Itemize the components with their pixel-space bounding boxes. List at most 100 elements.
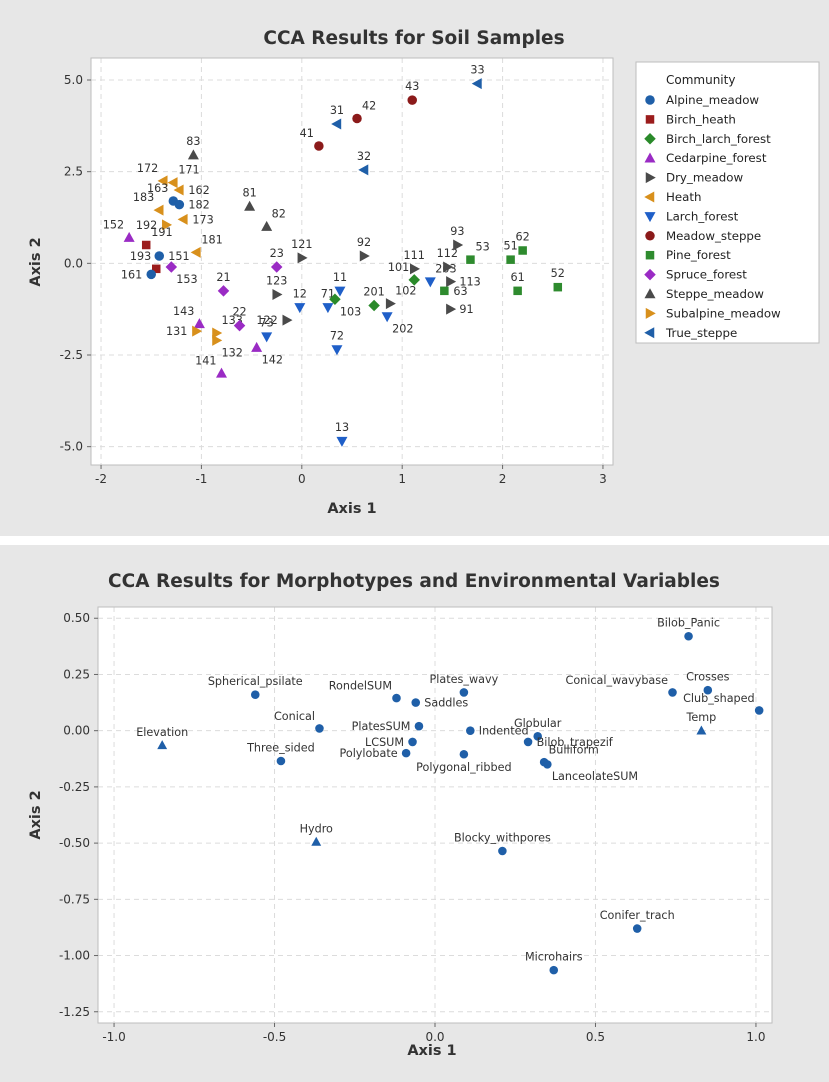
point-label: Conical_wavybase [566,674,669,687]
point-label: 163 [147,182,168,195]
data-point [212,334,223,346]
point-label: 202 [392,323,413,336]
x-tick-label: 1 [398,472,406,486]
point-label: 51 [503,240,517,253]
point-label: Bilob_Panic [657,617,720,630]
data-point [165,261,178,273]
point-label: 61 [511,271,525,284]
data-point [381,312,393,323]
point-label: 162 [188,184,209,197]
data-point [471,78,482,90]
axis-ticks: -1.0 -0.5 0.0 0.5 1.0 -1.25 -1.00 -0.75 -0.50 -0.… [59,611,766,1044]
point-label: LanceolateSUM [552,770,638,783]
legend-label: Birch_larch_forest [666,132,771,146]
data-point [359,250,370,262]
point-label: 43 [405,80,419,93]
data-point [446,276,457,288]
x-axis-label: Axis 1 [327,501,376,517]
x-tick-label: 0.0 [425,1030,444,1044]
data-point [272,289,283,300]
data-point [216,367,227,378]
point-label: Globular [514,717,562,730]
data-point [233,319,246,332]
point-label: 121 [291,238,312,251]
point-label: 63 [453,285,467,298]
legend-title: Community [666,73,735,87]
point-label: 111 [404,249,425,262]
x-tick-label: 1.0 [746,1030,765,1044]
point-label: 123 [266,275,287,288]
data-point [696,725,707,735]
data-point [684,631,693,641]
x-axis-label: Axis 1 [407,1043,456,1059]
point-label: 152 [103,219,124,232]
point-label: 142 [262,354,283,367]
point-label: Conical [274,710,315,723]
data-point [385,298,396,310]
data-point [217,285,230,297]
y-tick-label: -0.50 [59,836,90,850]
point-label: Bulliform [549,744,599,757]
point-label: Bilob_trapezif [537,736,614,749]
legend-label: Birch_heath [666,112,736,126]
y-tick-label: -2.5 [60,348,83,362]
data-point [177,213,188,225]
data-points: 33 43 42 31 41 32 83 172 171 162 163 182 183 173 192 81… [103,64,565,447]
gridlines [91,58,613,465]
point-label: 41 [300,127,314,140]
point-label: 11 [333,271,347,284]
point-label: Crosses [686,671,730,684]
point-label: 143 [173,305,194,318]
y-tick-label: -0.25 [59,780,90,794]
legend-marker [644,191,655,203]
data-point [152,264,161,274]
data-point [407,95,417,105]
point-label: LCSUM [365,736,404,749]
legend-marker [645,172,656,184]
data-point [533,732,542,741]
x-tick-label: 2 [499,472,507,486]
morphotypes-chart-panel: -1.0 -0.5 0.0 0.5 1.0 -1.25 -1.00 -0.75 -0.50 -0.… [0,545,829,1082]
point-label: Polylobate [340,747,398,760]
data-point [446,303,457,315]
data-point [411,698,421,707]
point-label: Spherical_psilate [208,675,303,688]
y-tick-label: -1.25 [59,1005,90,1019]
data-point [336,436,348,447]
point-label: PlatesSUM [352,720,411,733]
point-label: 132 [221,346,242,359]
data-point [408,737,417,747]
data-point [192,325,203,337]
point-label: Polygonal_ribbed [416,761,511,774]
data-point [261,332,273,343]
point-label: Microhairs [525,951,583,964]
y-tick-label: -0.75 [59,892,90,906]
data-point [754,706,764,715]
point-label: 93 [450,225,464,238]
point-label: 91 [459,303,473,316]
data-point [329,293,341,306]
point-label: RondelSUM [329,680,392,693]
point-label: 13 [335,421,349,434]
data-point [322,303,334,314]
data-point [459,688,469,697]
data-point [297,252,308,264]
axis-ticks: -2 -1 0 1 2 3-5.0-2.50.02.55.0 [60,73,607,486]
data-point [294,303,306,314]
data-point [334,286,346,297]
point-label: 181 [201,233,222,246]
point-label: 101 [388,261,409,274]
point-label: 82 [272,208,286,221]
x-tick-label: -2 [95,472,107,486]
point-label: 92 [357,236,371,249]
data-point [157,740,168,750]
point-label: Indented [479,725,529,738]
data-point [414,721,424,731]
legend-label: Heath [666,190,701,204]
data-point [401,748,411,758]
point-label: 141 [195,354,216,367]
legend-label: Pine_forest [666,248,731,262]
data-point [146,269,156,280]
point-label: 42 [362,100,376,113]
point-label: 191 [151,226,172,239]
